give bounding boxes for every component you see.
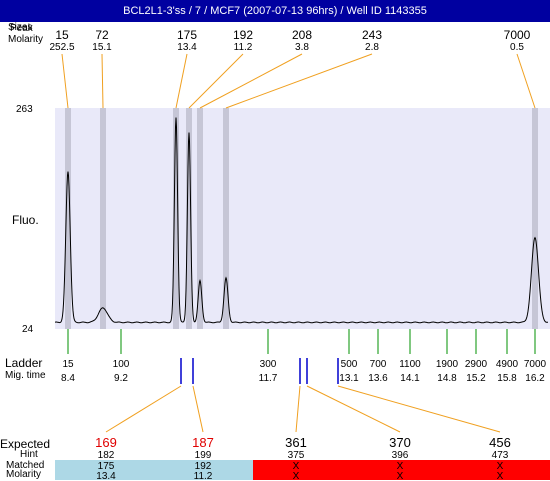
peak-molarity-label: 3.8 bbox=[295, 42, 309, 53]
matched-value: 192 bbox=[195, 461, 212, 472]
electropherogram-trace bbox=[55, 117, 548, 324]
peak-connector-line bbox=[516, 53, 536, 109]
peak-band bbox=[173, 108, 179, 329]
ladder-time-label: 15.8 bbox=[497, 373, 517, 384]
peak-band bbox=[532, 108, 538, 329]
matched-label: Matched bbox=[6, 460, 45, 471]
matched-molarity-value: 11.2 bbox=[194, 471, 213, 480]
y-axis-min-label: 24 bbox=[22, 324, 34, 335]
ladder-size-label: 7000 bbox=[524, 359, 547, 370]
expected-connector-line bbox=[337, 385, 501, 433]
peak-molarity-label: 11.2 bbox=[234, 42, 253, 53]
matched-row-bg bbox=[55, 460, 253, 480]
expected-label: Expected bbox=[0, 437, 51, 451]
matched-value: X bbox=[497, 461, 504, 472]
peak-size-label: 208 bbox=[292, 28, 312, 42]
ladder-size-label: 1900 bbox=[436, 359, 459, 370]
peak-molarity-label: 2.8 bbox=[365, 42, 379, 53]
hint-value: 396 bbox=[392, 450, 409, 461]
peak-size-label: 72 bbox=[95, 28, 109, 42]
ladder-size-label: 500 bbox=[341, 359, 358, 370]
molarity-top-label: Molarity bbox=[8, 34, 44, 45]
peak-band bbox=[100, 108, 106, 329]
expected-size-value: 187 bbox=[192, 435, 214, 450]
peak-band bbox=[186, 108, 192, 329]
matched-molarity-value: X bbox=[397, 471, 404, 480]
peak-size-label: 192 bbox=[233, 28, 253, 42]
peak-band bbox=[197, 108, 203, 329]
ladder-size-label: 4900 bbox=[496, 359, 519, 370]
y-axis-max-label: 263 bbox=[16, 104, 33, 115]
hint-value: 375 bbox=[288, 450, 305, 461]
peak-connector-line bbox=[188, 53, 244, 109]
ladder-time-label: 8.4 bbox=[61, 373, 75, 384]
hint-label: Hint bbox=[20, 449, 38, 460]
ladder-size-label: 700 bbox=[370, 359, 387, 370]
matched-value: X bbox=[397, 461, 404, 472]
ladder-size-label: 1100 bbox=[399, 359, 421, 370]
ladder-size-label: 300 bbox=[260, 359, 277, 370]
peak-connector-line bbox=[175, 53, 188, 109]
peak-molarity-label: 13.4 bbox=[177, 42, 197, 53]
hint-value: 473 bbox=[492, 450, 509, 461]
peak-molarity-label: 15.1 bbox=[92, 42, 112, 53]
expected-connector-line bbox=[306, 385, 401, 433]
ladder-size-label: 15 bbox=[62, 359, 74, 370]
expected-size-value: 456 bbox=[489, 435, 511, 450]
fluo-axis-label: Fluo. bbox=[12, 213, 39, 227]
peak-molarity-label: 252.5 bbox=[49, 42, 74, 53]
peak-connector-line bbox=[101, 53, 104, 109]
ladder-size-label: 2900 bbox=[465, 359, 488, 370]
peak-size-label: 15 bbox=[55, 28, 69, 42]
mig-time-label: Mig. time bbox=[5, 370, 46, 381]
matched-value: X bbox=[293, 461, 300, 472]
ladder-time-label: 13.6 bbox=[368, 373, 388, 384]
ladder-time-label: 14.1 bbox=[400, 373, 420, 384]
expected-size-value: 169 bbox=[95, 435, 117, 450]
matched-molarity-value: X bbox=[293, 471, 300, 480]
matched-molarity-value: X bbox=[497, 471, 504, 480]
expected-connector-line bbox=[295, 385, 301, 433]
peak-size-label: 175 bbox=[177, 28, 197, 42]
peak-size-label: 243 bbox=[362, 28, 382, 42]
matched-value: 175 bbox=[98, 461, 115, 472]
sizes-underlay-label: Peak bbox=[10, 23, 33, 34]
molarity-bottom-label: Molarity bbox=[6, 469, 42, 480]
peak-connector-line bbox=[225, 53, 373, 109]
expected-size-value: 361 bbox=[285, 435, 307, 450]
ladder-time-label: 11.7 bbox=[259, 373, 278, 384]
ladder-time-label: 13.1 bbox=[339, 373, 359, 384]
unmatched-row-bg bbox=[253, 460, 550, 480]
peak-connector-line bbox=[199, 53, 303, 109]
peak-molarity-label: 0.5 bbox=[510, 42, 524, 53]
ladder-time-label: 14.8 bbox=[437, 373, 457, 384]
ladder-time-label: 9.2 bbox=[114, 373, 128, 384]
peak-size-label: 7000 bbox=[504, 28, 531, 42]
peak-band bbox=[223, 108, 229, 329]
ladder-label: Ladder bbox=[5, 356, 43, 370]
sizes-label: Sizes Peak bbox=[8, 22, 48, 35]
ladder-time-label: 16.2 bbox=[525, 373, 545, 384]
expected-connector-line bbox=[192, 385, 204, 433]
ladder-time-label: 15.2 bbox=[466, 373, 486, 384]
matched-molarity-value: 13.4 bbox=[96, 471, 116, 480]
sizes-overlay-label: Sizes bbox=[8, 22, 33, 33]
hint-value: 182 bbox=[98, 450, 115, 461]
chart-title: BCL2L1-3'ss / 7 / MCF7 (2007-07-13 96hrs… bbox=[0, 0, 550, 22]
plot-area bbox=[55, 108, 550, 329]
peak-connector-line bbox=[61, 53, 69, 109]
hint-value: 199 bbox=[195, 450, 212, 461]
expected-connector-line bbox=[105, 385, 182, 433]
ladder-size-label: 100 bbox=[113, 359, 130, 370]
expected-size-value: 370 bbox=[389, 435, 411, 450]
peak-band bbox=[65, 108, 71, 329]
